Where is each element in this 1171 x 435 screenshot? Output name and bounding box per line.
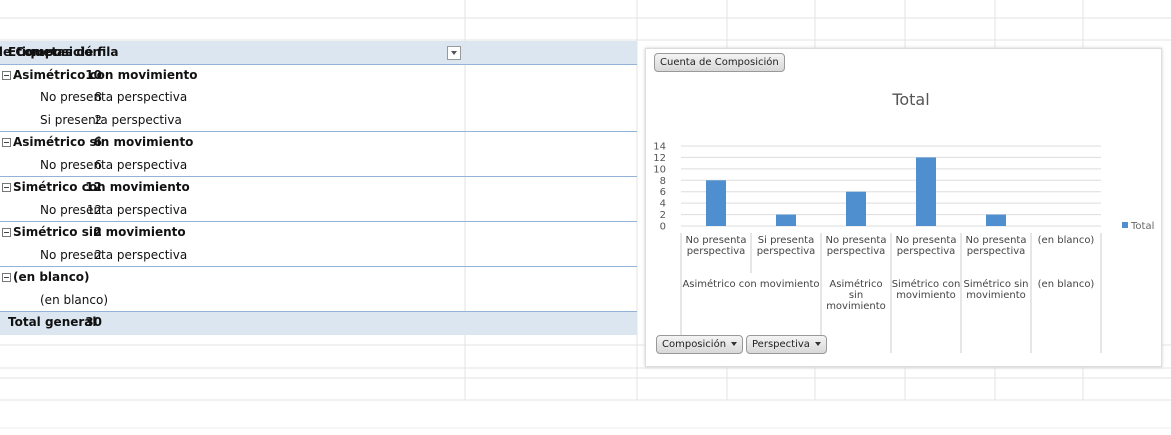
item-label: No presenta perspectiva: [40, 157, 188, 172]
filter-label: Perspectiva: [752, 339, 810, 350]
category-label: No presenta perspectiva: [825, 235, 887, 257]
field-button[interactable]: Cuenta de Composición: [654, 53, 785, 72]
bar: [916, 157, 936, 226]
y-tick-label: 12: [653, 153, 666, 164]
group-border: [0, 63, 637, 87]
category-label: No presenta perspectiva: [965, 235, 1027, 257]
item-label: No presenta perspectiva: [40, 90, 188, 104]
group-border: [0, 131, 637, 154]
dropdown-arrow: [451, 51, 457, 55]
header-value: Cuenta de Composición: [0, 45, 101, 59]
item-label: No presenta perspectiva: [40, 202, 188, 217]
legend-swatch: [1122, 222, 1128, 228]
item-value: 12: [86, 202, 102, 217]
chart-title: Total: [891, 90, 929, 109]
group-label: Simétrico con movimiento: [891, 279, 961, 301]
y-tick-label: 0: [660, 222, 666, 233]
group-value: 12: [85, 180, 102, 194]
item-value: 8: [94, 90, 102, 104]
y-tick-label: 14: [653, 142, 666, 153]
bar: [986, 214, 1006, 226]
group-label: Asimétrico sin movimiento: [13, 135, 194, 149]
group-label: Asimétrico sin movimiento: [826, 279, 886, 312]
category-label: (en blanco): [1037, 235, 1095, 246]
y-tick-label: 8: [660, 176, 666, 187]
group-label: Simétrico sin movimiento: [963, 279, 1029, 301]
item-value: 2: [94, 247, 102, 262]
group-label: (en blanco): [13, 270, 90, 284]
category-label: No presenta perspectiva: [895, 235, 957, 257]
item-value: 2: [94, 112, 102, 127]
total-bg: [0, 311, 637, 335]
group-border: [0, 176, 637, 199]
collapse-toggle[interactable]: [2, 183, 11, 192]
y-tick-label: 2: [660, 210, 666, 221]
item-label: (en blanco): [40, 292, 109, 307]
collapse-toggle[interactable]: [2, 70, 11, 80]
legend-label: Total: [1130, 221, 1154, 232]
category-label: No presenta perspectiva: [685, 235, 747, 257]
y-tick-label: 10: [653, 164, 666, 175]
filter-arrow: [814, 342, 821, 346]
chart-box: Total 0 2 4 6 8 10 12 14 Total Cuenta de Composic…: [645, 48, 1162, 367]
item-label: Si presenta perspectiva: [40, 112, 182, 127]
total-value: 30: [85, 315, 102, 329]
filter-button[interactable]: Composición: [656, 335, 744, 354]
filter-arrow: [731, 342, 738, 346]
total-label: Total general: [8, 315, 97, 329]
group-border: [0, 266, 637, 289]
bar: [706, 180, 726, 226]
bar: [776, 214, 796, 226]
group-value: 2: [93, 225, 102, 239]
header-label: Etiquetas de fila: [8, 45, 119, 59]
item-value: 6: [94, 157, 102, 172]
collapse-toggle[interactable]: [2, 273, 11, 282]
filter-button[interactable]: Perspectiva: [746, 335, 827, 354]
group-value: 6: [93, 135, 102, 149]
filter-dropdown[interactable]: [447, 46, 461, 60]
collapse-toggle[interactable]: [2, 228, 11, 237]
group-label: Asimétrico con movimiento: [13, 67, 198, 82]
pivot-table: Etiquetas de filaCuenta de Composición As…: [0, 0, 640, 340]
collapse-toggle[interactable]: [2, 138, 11, 147]
item-label: No presenta perspectiva: [40, 247, 188, 262]
group-label: Simétrico sin movimiento: [13, 225, 186, 239]
group-label: Asimétrico con movimiento: [682, 279, 820, 290]
y-tick-label: 6: [660, 187, 666, 198]
category-label: Si presenta perspectiva: [756, 235, 816, 257]
y-tick-label: 4: [660, 199, 666, 210]
bar: [846, 191, 866, 226]
group-border: [0, 221, 637, 244]
filter-label: Composición: [662, 339, 727, 350]
group-label: Simétrico con movimiento: [13, 180, 190, 194]
group-value: 10: [85, 67, 102, 82]
group-label: (en blanco): [1037, 279, 1095, 290]
